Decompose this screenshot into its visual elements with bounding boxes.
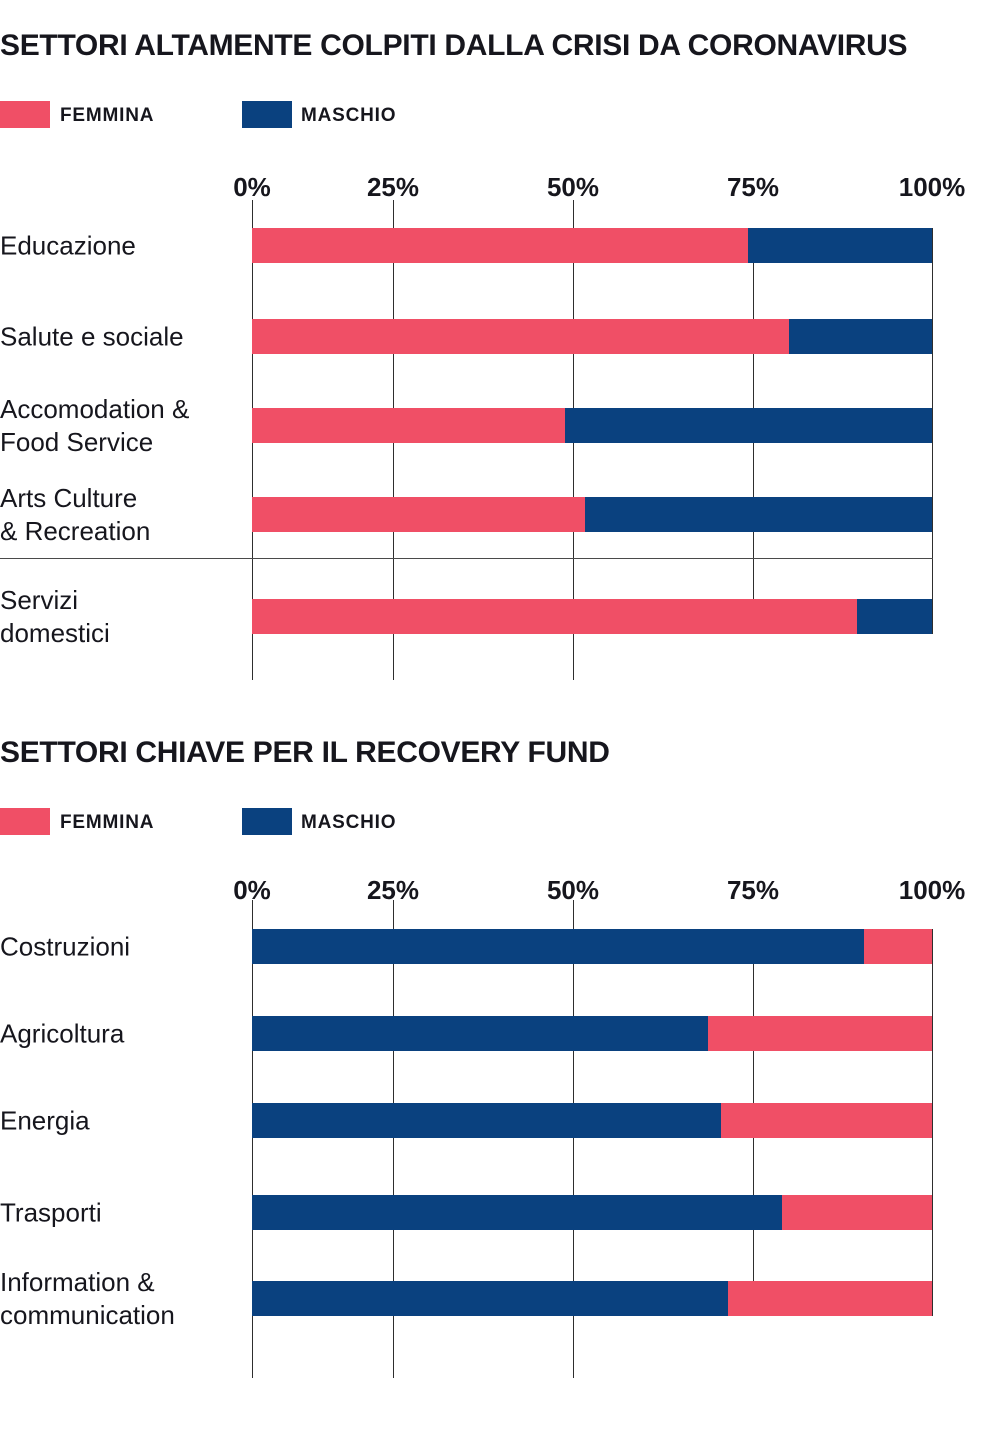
bar-segment-femmina: [864, 929, 932, 964]
legend-swatch-femmina: [0, 808, 50, 835]
stacked-bar: [252, 228, 932, 263]
bar-segment-maschio: [252, 929, 864, 964]
legend-label-femmina: FEMMINA: [60, 105, 155, 126]
legend-swatch-maschio: [242, 808, 292, 835]
bar-segment-maschio: [564, 408, 932, 443]
stacked-bar: [252, 599, 932, 634]
stacked-bar: [252, 1195, 932, 1230]
bar-segment-maschio: [748, 228, 932, 263]
legend: FEMMINA MASCHIO: [0, 101, 1002, 129]
category-label: Costruzioni: [0, 931, 131, 961]
stacked-bar: [252, 1103, 932, 1138]
gridline: [573, 900, 574, 1378]
stacked-bar: [252, 408, 932, 443]
bar-segment-femmina: [707, 1016, 932, 1051]
category-label: Salute e sociale: [0, 321, 184, 351]
bar-segment-femmina: [728, 1281, 932, 1316]
x-axis: 0% 25% 50% 75% 100%: [233, 172, 965, 202]
bar-segment-maschio: [252, 1281, 728, 1316]
x-axis: 0% 25% 50% 75% 100%: [233, 875, 965, 905]
stacked-bar: [252, 497, 932, 532]
axis-tick-label: 75%: [726, 172, 780, 202]
chart-title: SETTORI CHIAVE PER IL RECOVERY FUND: [0, 736, 610, 769]
bar-row-energia: Energia: [0, 1103, 1002, 1138]
axis-tick-label: 75%: [726, 875, 780, 905]
legend-swatch-maschio: [242, 101, 292, 128]
chart-title: SETTORI ALTAMENTE COLPITI DALLA CRISI DA…: [0, 29, 908, 62]
stacked-bar: [252, 319, 932, 354]
bar-segment-maschio: [252, 1195, 783, 1230]
category-label: Energia: [0, 1105, 90, 1135]
bar-segment-femmina: [252, 319, 790, 354]
bar-segment-maschio: [252, 1016, 708, 1051]
bar-row-salute: Salute e sociale: [0, 319, 1002, 354]
category-label: Agricoltura: [0, 1018, 125, 1048]
bar-segment-maschio: [789, 319, 932, 354]
legend-label-femmina: FEMMINA: [60, 812, 155, 833]
chart-settori-colpiti: SETTORI ALTAMENTE COLPITI DALLA CRISI DA…: [0, 29, 1002, 680]
bar-segment-maschio: [857, 599, 932, 634]
legend-label-maschio: MASCHIO: [301, 812, 397, 833]
category-label: Arts Culture & Recreation: [0, 482, 151, 546]
legend-swatch-femmina: [0, 101, 50, 128]
axis-tick-label: 50%: [546, 172, 600, 202]
gridline: [932, 929, 933, 1316]
axis-tick-label: 25%: [366, 172, 420, 202]
category-label: Trasporti: [0, 1197, 102, 1227]
bar-row-costruzioni: Costruzioni: [0, 929, 1002, 964]
bar-row-trasporti: Trasporti: [0, 1195, 1002, 1230]
bar-segment-maschio: [585, 497, 932, 532]
bar-segment-femmina: [252, 408, 565, 443]
bar-segment-femmina: [721, 1103, 932, 1138]
bar-segment-femmina: [782, 1195, 932, 1230]
gridline: [393, 900, 394, 1378]
legend-label-maschio: MASCHIO: [301, 105, 397, 126]
bar-segment-femmina: [252, 228, 749, 263]
stacked-bar: [252, 1281, 932, 1316]
category-label: Servizi domestici: [0, 584, 110, 648]
stacked-bar: [252, 1016, 932, 1051]
bar-row-accomodation: Accomodation & Food Service: [0, 394, 1002, 457]
category-label: Accomodation & Food Service: [0, 393, 190, 457]
category-label: Information & communication: [0, 1266, 175, 1330]
axis-tick-label: 0%: [233, 172, 271, 202]
chart-recovery-fund: SETTORI CHIAVE PER IL RECOVERY FUND FEMM…: [0, 733, 1002, 1433]
axis-tick-label: 100%: [898, 172, 966, 202]
category-label: Educazione: [0, 230, 136, 260]
legend: FEMMINA MASCHIO: [0, 808, 1002, 836]
section-divider-line: [0, 558, 933, 559]
bar-segment-maschio: [252, 1103, 722, 1138]
bar-row-information: Information & communication: [0, 1267, 1002, 1330]
gridline: [252, 900, 253, 1378]
bar-segment-femmina: [252, 497, 586, 532]
bar-segment-femmina: [252, 599, 858, 634]
bar-row-educazione: Educazione: [0, 228, 1002, 263]
bar-row-arts: Arts Culture & Recreation: [0, 483, 1002, 546]
stacked-bar: [252, 929, 932, 964]
axis-tick-label: 100%: [898, 875, 966, 905]
bar-row-servizi: Servizi domestici: [0, 585, 1002, 648]
gridline: [932, 228, 933, 634]
bar-row-agricoltura: Agricoltura: [0, 1016, 1002, 1051]
